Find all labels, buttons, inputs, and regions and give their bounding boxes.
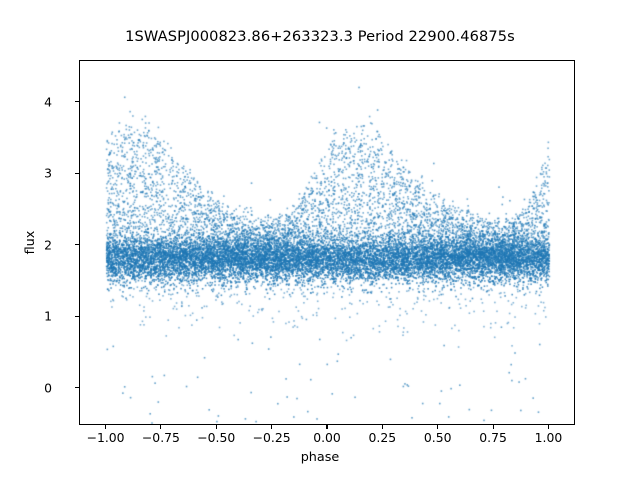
x-tick-label: 0.50 — [423, 430, 452, 445]
x-tick-mark — [492, 425, 494, 429]
x-tick-label: 0.00 — [313, 430, 341, 445]
x-tick-mark — [381, 425, 383, 429]
x-tick-label: −0.75 — [141, 430, 180, 445]
x-tick-label: 0.75 — [479, 430, 507, 445]
x-tick-mark — [215, 425, 217, 429]
x-axis-label: phase — [300, 450, 340, 465]
y-tick-mark — [75, 387, 79, 389]
x-tick-mark — [326, 425, 328, 429]
y-tick-mark — [75, 100, 79, 103]
x-tick-mark — [437, 425, 439, 429]
x-tick-label: −1.00 — [86, 430, 125, 445]
x-tick-mark — [271, 425, 273, 429]
x-tick-label: 1.00 — [534, 430, 563, 445]
page-title: 1SWASPJ000823.86+263323.3 Period 22900.4… — [125, 28, 515, 45]
y-axis-label: flux — [23, 230, 38, 255]
plot-area — [79, 60, 575, 425]
y-tick-label: 4 — [44, 94, 52, 109]
y-tick-label: 2 — [44, 237, 52, 253]
x-tick-mark — [160, 425, 162, 429]
y-tick-mark — [75, 315, 79, 317]
y-tick-mark — [75, 172, 79, 174]
y-tick-label: 1 — [44, 308, 52, 324]
x-tick-mark — [547, 425, 549, 429]
x-tick-mark — [105, 425, 107, 429]
y-tick-mark — [75, 244, 79, 246]
x-tick-label: 0.25 — [368, 430, 397, 445]
y-tick-label: 3 — [44, 165, 52, 181]
x-tick-label: −0.50 — [197, 430, 236, 445]
y-tick-label: 0 — [44, 380, 52, 396]
x-tick-label: −0.25 — [252, 430, 291, 445]
scatter-points-layer — [80, 61, 574, 424]
